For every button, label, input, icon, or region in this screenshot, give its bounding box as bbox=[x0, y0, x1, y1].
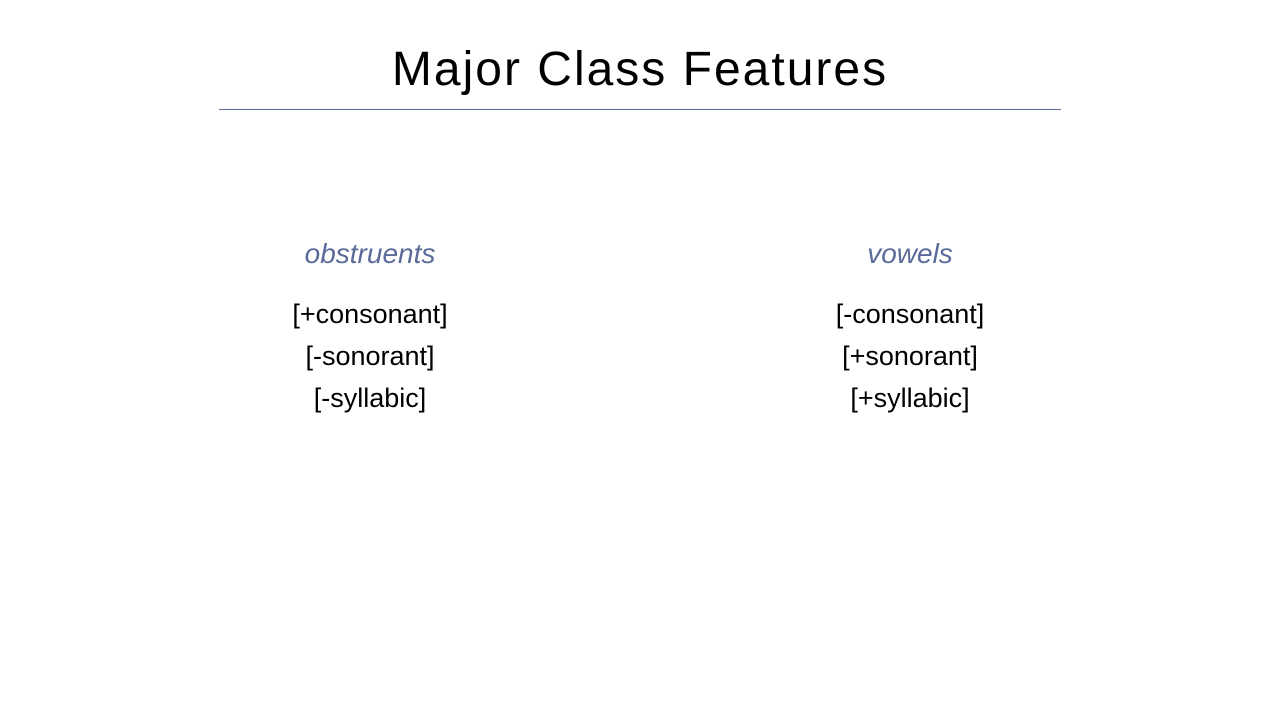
title-underline bbox=[219, 109, 1061, 110]
feature-item: [-sonorant] bbox=[240, 336, 500, 378]
category-label-vowels: vowels bbox=[780, 238, 1040, 270]
column-obstruents: obstruents [+consonant] [-sonorant] [-sy… bbox=[240, 238, 500, 420]
feature-item: [+syllabic] bbox=[780, 378, 1040, 420]
feature-item: [-consonant] bbox=[780, 294, 1040, 336]
content-area: obstruents [+consonant] [-sonorant] [-sy… bbox=[0, 238, 1280, 420]
feature-item: [-syllabic] bbox=[240, 378, 500, 420]
category-label-obstruents: obstruents bbox=[240, 238, 500, 270]
column-vowels: vowels [-consonant] [+sonorant] [+syllab… bbox=[780, 238, 1040, 420]
feature-item: [+consonant] bbox=[240, 294, 500, 336]
slide-title: Major Class Features bbox=[0, 0, 1280, 97]
feature-item: [+sonorant] bbox=[780, 336, 1040, 378]
